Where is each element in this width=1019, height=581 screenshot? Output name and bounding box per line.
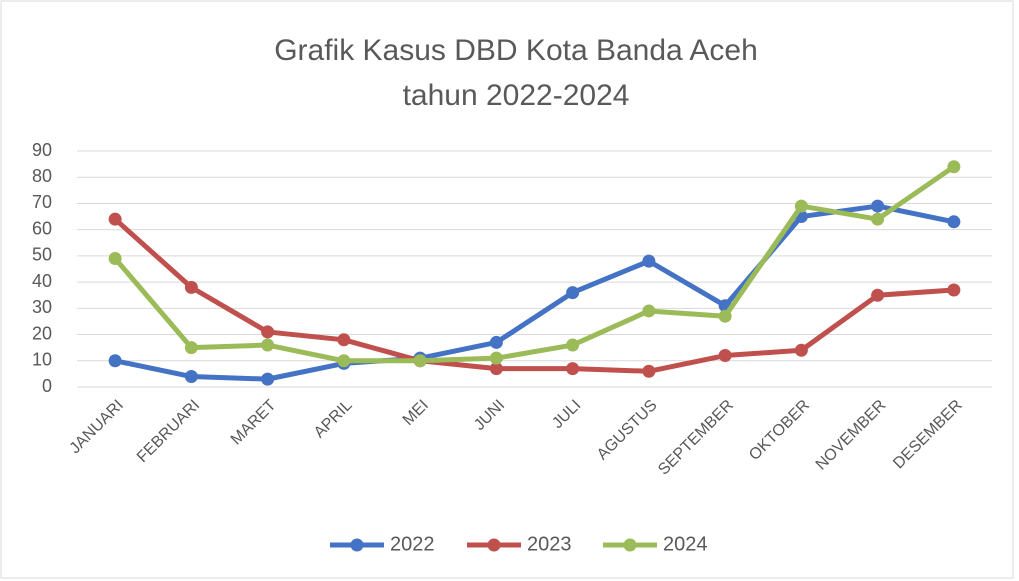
data-point <box>413 354 427 368</box>
legend-label: 2023 <box>527 533 572 555</box>
data-point <box>566 362 580 376</box>
y-tick-label: 50 <box>32 245 52 265</box>
data-point <box>337 333 351 347</box>
chart-title: Grafik Kasus DBD Kota Banda Aceh <box>274 34 758 67</box>
y-tick-label: 60 <box>32 218 52 238</box>
data-point <box>871 212 885 226</box>
data-point <box>794 343 808 357</box>
series-line <box>113 164 956 364</box>
data-point <box>184 370 198 384</box>
data-point <box>108 252 122 266</box>
data-point <box>108 212 122 226</box>
data-point <box>337 354 351 368</box>
data-point <box>871 288 885 302</box>
y-tick-label: 40 <box>32 271 52 291</box>
data-point <box>642 364 656 378</box>
y-tick-label: 10 <box>32 350 52 370</box>
legend-marker <box>350 538 364 552</box>
data-point <box>489 351 503 365</box>
y-tick-label: 20 <box>32 323 52 343</box>
data-point <box>566 286 580 300</box>
y-tick-label: 30 <box>32 297 52 317</box>
legend-label: 2022 <box>390 533 435 555</box>
data-point <box>489 335 503 349</box>
data-point <box>947 283 961 297</box>
legend-marker <box>623 538 637 552</box>
series-line <box>114 203 955 382</box>
data-point <box>108 354 122 368</box>
y-tick-label: 0 <box>42 376 52 396</box>
chart-title: tahun 2022-2024 <box>403 79 630 112</box>
data-point <box>184 280 198 294</box>
data-point <box>947 160 961 174</box>
y-tick-label: 80 <box>32 166 52 186</box>
y-tick-label: 70 <box>32 192 52 212</box>
y-tick-label: 90 <box>32 140 52 160</box>
data-point <box>718 309 732 323</box>
data-point <box>566 338 580 352</box>
data-point <box>261 338 275 352</box>
series-line <box>113 217 955 374</box>
data-point <box>718 349 732 363</box>
data-point <box>871 199 885 213</box>
data-point <box>642 304 656 318</box>
data-point <box>794 199 808 213</box>
legend-marker <box>487 538 501 552</box>
data-point <box>261 325 275 339</box>
data-point <box>947 215 961 229</box>
data-point <box>642 254 656 268</box>
legend-label: 2024 <box>663 533 708 555</box>
data-point <box>261 372 275 386</box>
data-point <box>489 362 503 376</box>
data-point <box>184 341 198 355</box>
